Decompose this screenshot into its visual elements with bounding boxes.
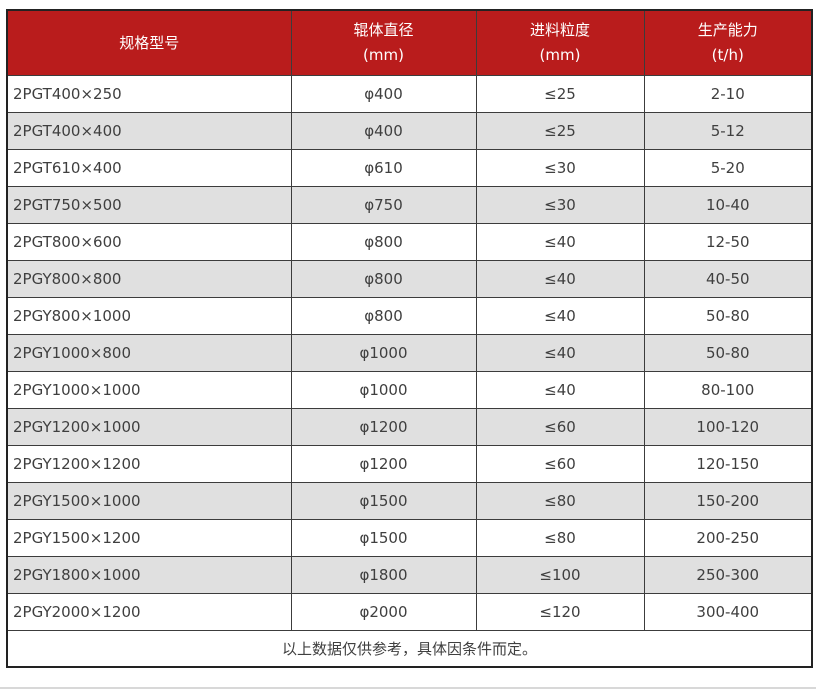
cell-roller-diameter: φ800 (290, 297, 477, 335)
cell-model: 2PGY1200×1000 (6, 408, 292, 446)
cell-capacity: 100-120 (643, 408, 813, 446)
cell-roller-diameter: φ1200 (290, 445, 477, 483)
cell-capacity: 150-200 (643, 482, 813, 520)
cell-capacity: 200-250 (643, 519, 813, 557)
table-row: 2PGY800×1000 φ800 ≤40 50-80 (6, 297, 813, 335)
table-row: 2PGT400×400 φ400 ≤25 5-12 (6, 112, 813, 150)
cell-feed-size: ≤30 (475, 186, 645, 224)
column-unit: (mm) (363, 46, 404, 64)
cell-feed-size: ≤80 (475, 482, 645, 520)
cell-feed-size: ≤60 (475, 445, 645, 483)
column-header-feed-size: 进料粒度 (mm) (475, 9, 645, 76)
cell-feed-size: ≤60 (475, 408, 645, 446)
cell-capacity: 50-80 (643, 334, 813, 372)
table-row: 2PGY1000×800 φ1000 ≤40 50-80 (6, 334, 813, 372)
cell-roller-diameter: φ800 (290, 223, 477, 261)
cell-capacity: 300-400 (643, 593, 813, 631)
column-unit: (mm) (539, 46, 581, 64)
table-body: 2PGT400×250 φ400 ≤25 2-10 2PGT400×400 φ400 ≤25… (6, 75, 813, 631)
cell-model: 2PGY800×1000 (6, 297, 292, 335)
footnote-row: 以上数据仅供参考，具体因条件而定。 (6, 630, 813, 668)
table-row: 2PGT610×400 φ610 ≤30 5-20 (6, 149, 813, 187)
cell-roller-diameter: φ1000 (290, 371, 477, 409)
spec-table: 规格型号 辊体直径 (mm) 进料粒度 (mm) 生产能力 (t/h) 2PGT400×25… (6, 9, 813, 668)
column-header-model: 规格型号 (6, 9, 292, 76)
table-row: 2PGT400×250 φ400 ≤25 2-10 (6, 75, 813, 113)
cell-model: 2PGY1800×1000 (6, 556, 292, 594)
cell-capacity: 5-20 (643, 149, 813, 187)
table-footnote: 以上数据仅供参考，具体因条件而定。 (6, 630, 813, 668)
cell-capacity: 120-150 (643, 445, 813, 483)
cell-roller-diameter: φ400 (290, 75, 477, 113)
cell-model: 2PGT800×600 (6, 223, 292, 261)
cell-roller-diameter: φ1000 (290, 334, 477, 372)
cell-capacity: 40-50 (643, 260, 813, 298)
column-unit: (t/h) (711, 46, 744, 64)
cell-feed-size: ≤25 (475, 75, 645, 113)
table-row: 2PGY1800×1000 φ1800 ≤100 250-300 (6, 556, 813, 594)
table-row: 2PGY1500×1000 φ1500 ≤80 150-200 (6, 482, 813, 520)
cell-model: 2PGY1500×1000 (6, 482, 292, 520)
page-bottom-divider (0, 687, 816, 689)
cell-capacity: 12-50 (643, 223, 813, 261)
cell-roller-diameter: φ800 (290, 260, 477, 298)
column-title: 生产能力 (697, 21, 758, 39)
header-row: 规格型号 辊体直径 (mm) 进料粒度 (mm) 生产能力 (t/h) (6, 9, 813, 76)
cell-roller-diameter: φ400 (290, 112, 477, 150)
cell-feed-size: ≤40 (475, 334, 645, 372)
cell-capacity: 2-10 (643, 75, 813, 113)
column-header-capacity: 生产能力 (t/h) (643, 9, 813, 76)
table-header: 规格型号 辊体直径 (mm) 进料粒度 (mm) 生产能力 (t/h) (6, 9, 813, 76)
cell-model: 2PGY1200×1200 (6, 445, 292, 483)
cell-capacity: 250-300 (643, 556, 813, 594)
cell-model: 2PGT400×400 (6, 112, 292, 150)
cell-model: 2PGT610×400 (6, 149, 292, 187)
table-row: 2PGT800×600 φ800 ≤40 12-50 (6, 223, 813, 261)
cell-model: 2PGY800×800 (6, 260, 292, 298)
cell-feed-size: ≤80 (475, 519, 645, 557)
cell-model: 2PGT400×250 (6, 75, 292, 113)
cell-feed-size: ≤40 (475, 297, 645, 335)
cell-roller-diameter: φ1500 (290, 519, 477, 557)
table-row: 2PGY1200×1000 φ1200 ≤60 100-120 (6, 408, 813, 446)
cell-capacity: 5-12 (643, 112, 813, 150)
cell-roller-diameter: φ2000 (290, 593, 477, 631)
cell-model: 2PGY1000×800 (6, 334, 292, 372)
cell-model: 2PGY1500×1200 (6, 519, 292, 557)
cell-feed-size: ≤40 (475, 260, 645, 298)
cell-roller-diameter: φ750 (290, 186, 477, 224)
table-row: 2PGY1500×1200 φ1500 ≤80 200-250 (6, 519, 813, 557)
table-row: 2PGY1200×1200 φ1200 ≤60 120-150 (6, 445, 813, 483)
table-row: 2PGY1000×1000 φ1000 ≤40 80-100 (6, 371, 813, 409)
cell-roller-diameter: φ1500 (290, 482, 477, 520)
cell-feed-size: ≤30 (475, 149, 645, 187)
cell-capacity: 80-100 (643, 371, 813, 409)
cell-model: 2PGY1000×1000 (6, 371, 292, 409)
cell-roller-diameter: φ610 (290, 149, 477, 187)
cell-feed-size: ≤25 (475, 112, 645, 150)
cell-capacity: 50-80 (643, 297, 813, 335)
column-header-roller-diameter: 辊体直径 (mm) (290, 9, 477, 76)
column-title: 辊体直径 (353, 21, 414, 39)
cell-feed-size: ≤40 (475, 223, 645, 261)
table-footer: 以上数据仅供参考，具体因条件而定。 (6, 630, 813, 668)
cell-roller-diameter: φ1800 (290, 556, 477, 594)
table-row: 2PGY800×800 φ800 ≤40 40-50 (6, 260, 813, 298)
column-title: 进料粒度 (529, 21, 590, 39)
column-title: 规格型号 (119, 33, 180, 52)
cell-roller-diameter: φ1200 (290, 408, 477, 446)
cell-capacity: 10-40 (643, 186, 813, 224)
cell-model: 2PGY2000×1200 (6, 593, 292, 631)
cell-feed-size: ≤100 (475, 556, 645, 594)
cell-feed-size: ≤120 (475, 593, 645, 631)
cell-feed-size: ≤40 (475, 371, 645, 409)
table-row: 2PGT750×500 φ750 ≤30 10-40 (6, 186, 813, 224)
cell-model: 2PGT750×500 (6, 186, 292, 224)
table-row: 2PGY2000×1200 φ2000 ≤120 300-400 (6, 593, 813, 631)
